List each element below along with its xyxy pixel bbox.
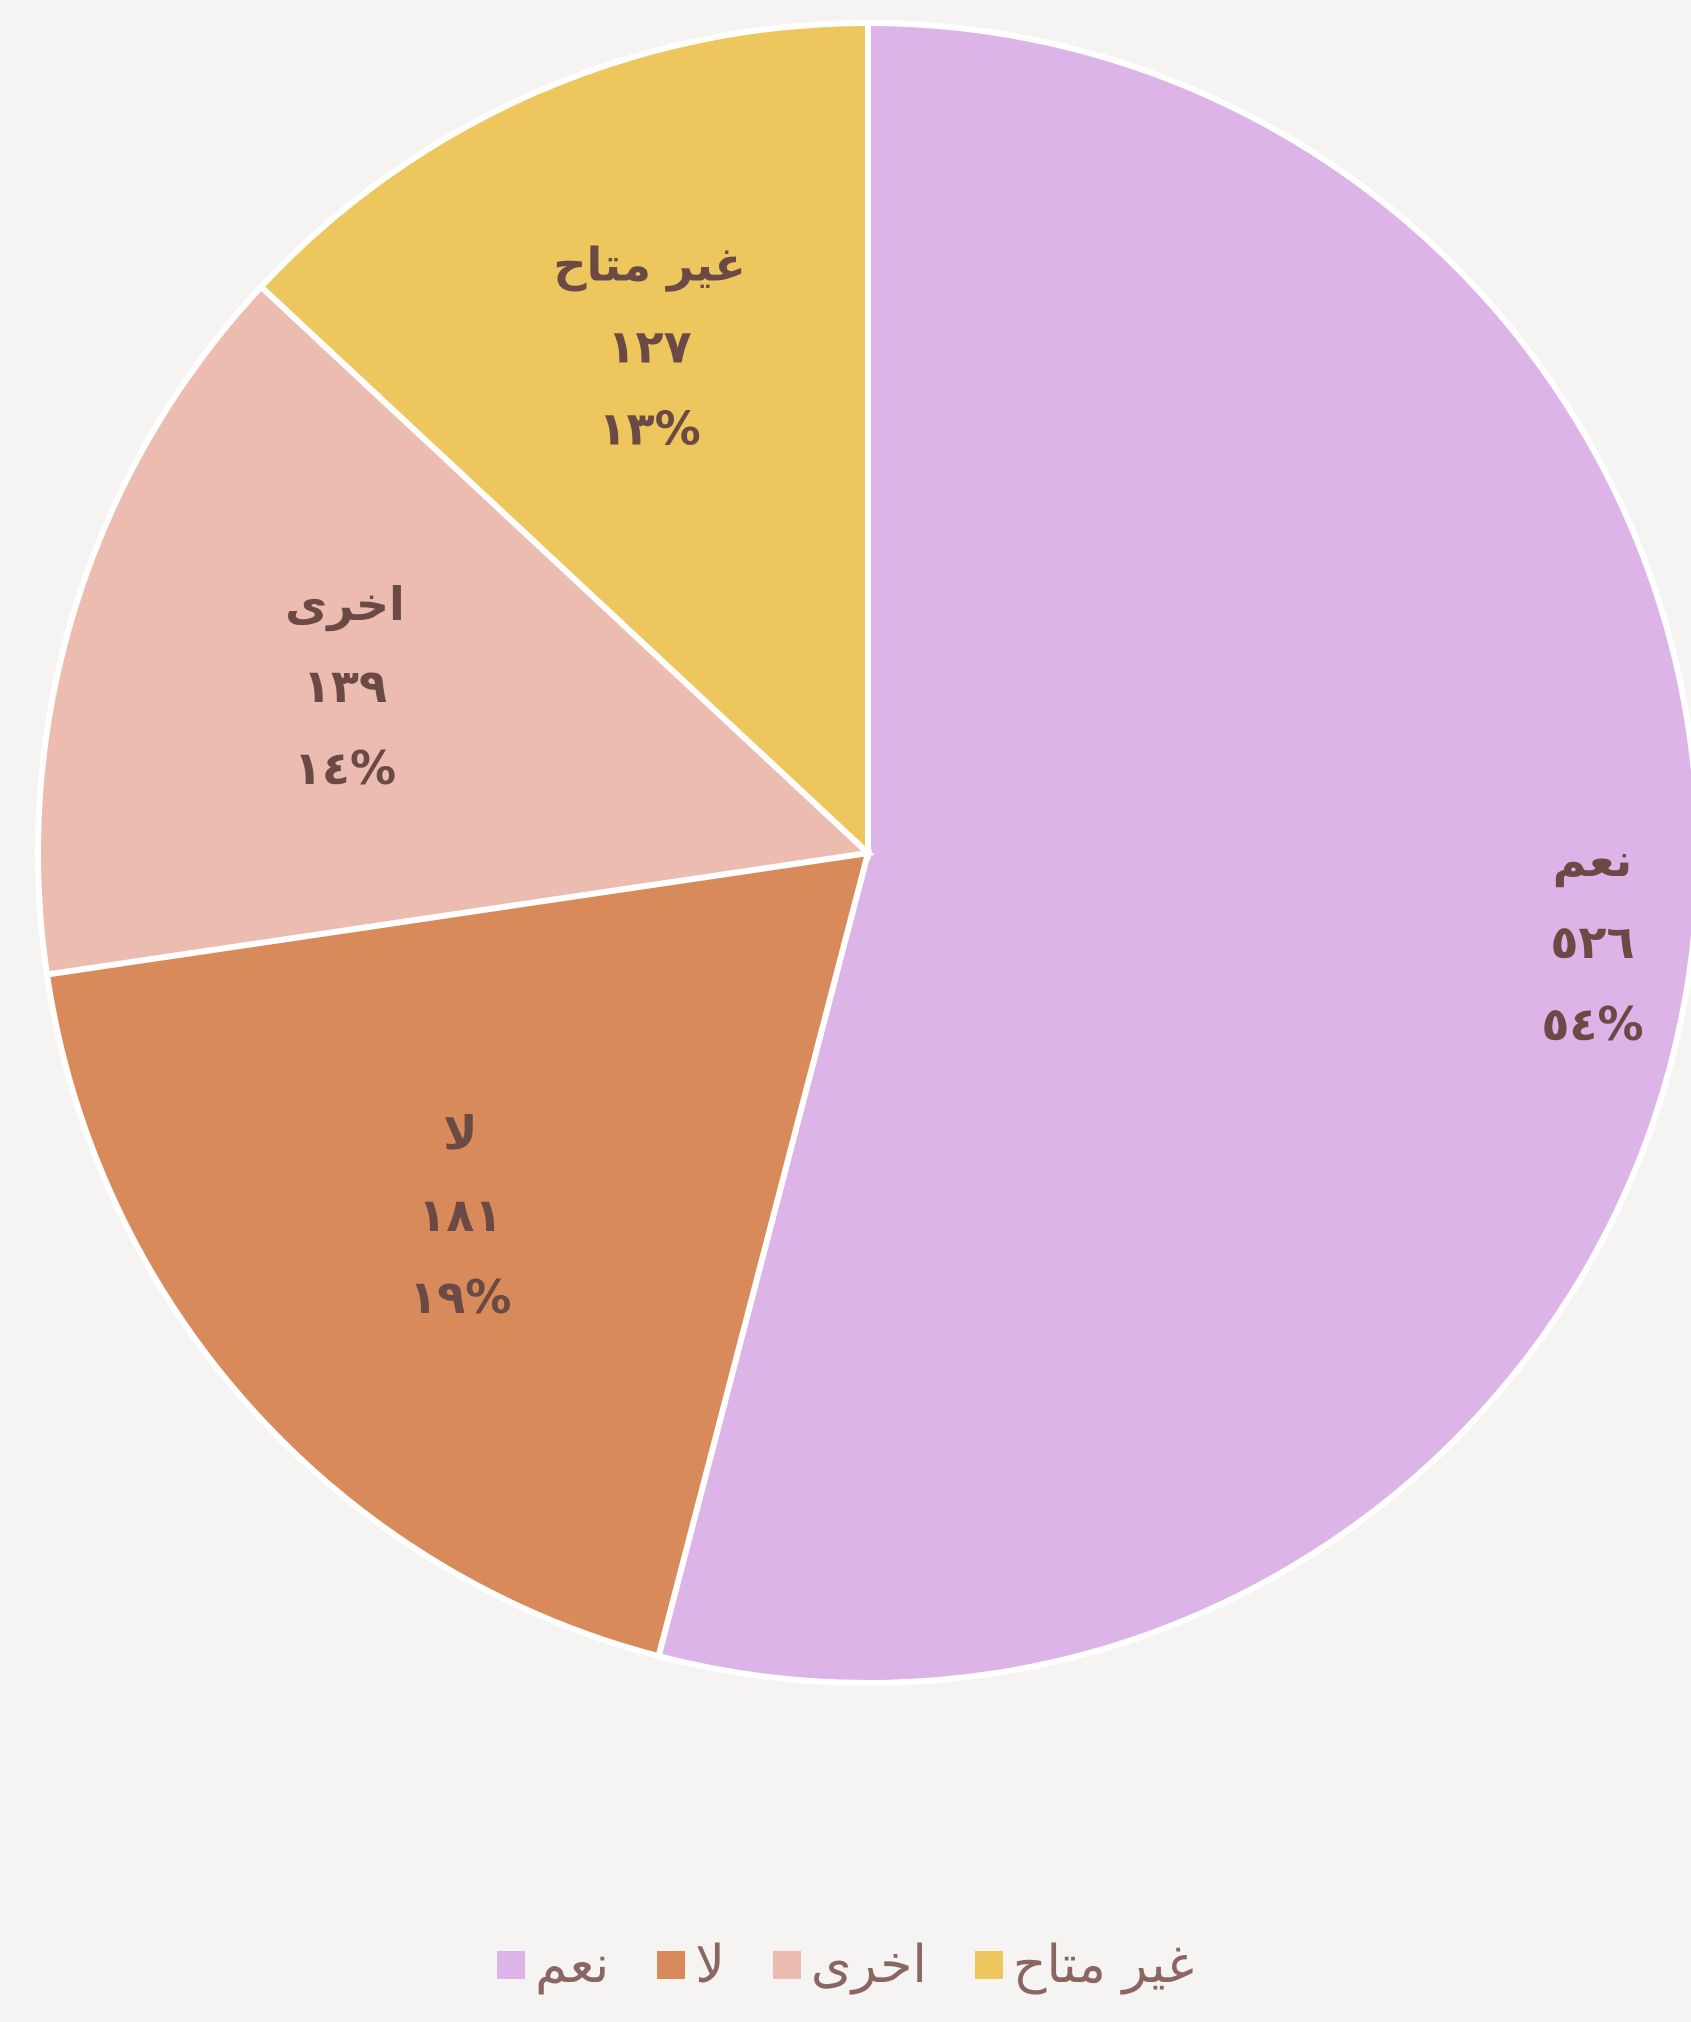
slice-count-unavailable: ١٢٧ (607, 320, 691, 374)
legend-swatch-icon (772, 1951, 801, 1979)
slice-percent-unavailable: %١٣ (598, 402, 700, 456)
slice-label-yes: نعم (1553, 833, 1632, 887)
slice-label-other: اخرى (285, 577, 405, 631)
pie-slice-no (43, 849, 873, 1660)
legend-swatch-icon (657, 1951, 686, 1979)
legend-label: نعم (535, 1935, 610, 1995)
legend-item-yes: نعم (497, 1935, 609, 1995)
slice-count-other: ١٣٩ (303, 659, 387, 713)
legend-label: اخرى (810, 1935, 927, 1995)
slice-percent-yes: %٥٤ (1541, 997, 1643, 1051)
legend-item-no: لا (657, 1935, 725, 1995)
legend-swatch-icon (497, 1951, 526, 1979)
pie-slice-other (35, 282, 875, 978)
slice-count-yes: ٥٢٦ (1550, 915, 1634, 969)
legend-swatch-icon (974, 1951, 1003, 1979)
slice-label-no: لا (443, 1106, 477, 1160)
slice-percent-no: %١٩ (409, 1270, 511, 1324)
legend-label: لا (695, 1935, 725, 1995)
pie-slice-unavailable (256, 19, 871, 860)
legend-label: غير متاح (1012, 1935, 1194, 1995)
slice-label-unavailable: غير متاح (553, 238, 746, 292)
pie-slice-yes (654, 19, 1691, 1686)
slice-percent-other: %١٤ (294, 741, 396, 795)
legend-item-other: اخرى (772, 1935, 927, 1995)
chart-legend: غير متاح اخرى لا نعم (0, 1935, 1691, 1995)
slice-count-no: ١٨١ (418, 1188, 502, 1242)
pie-chart: نعم ٥٢٦ %٥٤ لا ١٨١ %١٩ اخرى ١٣٩ %١٤ غير متاح ١٢٧ %١… (35, 19, 1691, 1686)
legend-item-unavailable: غير متاح (974, 1935, 1194, 1995)
